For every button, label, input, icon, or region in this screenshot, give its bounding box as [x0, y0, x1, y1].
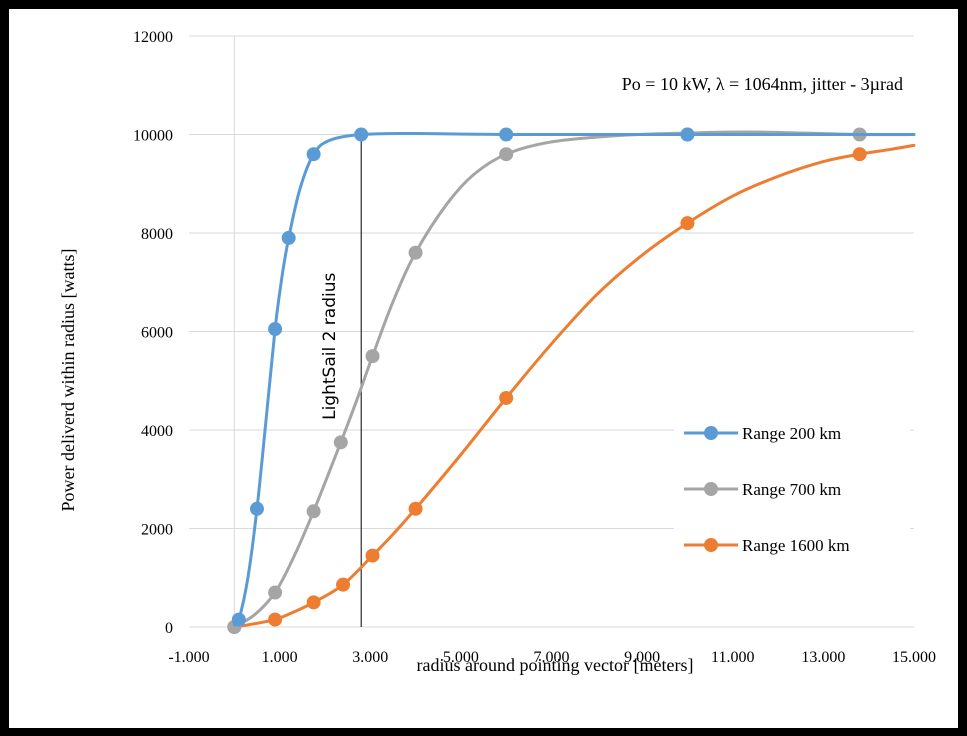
data-point	[333, 435, 348, 450]
data-point	[281, 230, 296, 245]
legend-swatch-marker	[704, 538, 718, 552]
y-tick-label: 4000	[141, 423, 173, 440]
legend-swatch-marker	[704, 482, 718, 496]
data-point	[354, 127, 369, 142]
series-line	[232, 130, 916, 629]
x-tick-label: 1.000	[262, 649, 298, 666]
data-point	[268, 612, 283, 627]
legend-entry: Range 1600 km	[684, 536, 850, 555]
legend-swatch-marker	[704, 426, 718, 440]
data-point	[499, 147, 514, 162]
data-point	[680, 216, 695, 231]
series-group	[227, 127, 916, 634]
data-point	[852, 147, 867, 162]
reference-line-group: LightSail 2 radius	[320, 134, 362, 627]
y-tick-label: 8000	[141, 226, 173, 243]
data-point	[306, 147, 321, 162]
lightsail-radius-label: LightSail 2 radius	[320, 273, 340, 420]
legend-entry: Range 700 km	[684, 480, 841, 499]
axes	[189, 36, 914, 628]
data-point	[365, 548, 380, 563]
x-tick-label: 11.000	[711, 649, 754, 666]
x-axis-title: radius around pointing vector [meters]	[417, 655, 694, 675]
x-tick-label: 9.000	[624, 649, 660, 666]
data-point	[499, 390, 514, 405]
x-tick-label: -1.000	[168, 649, 209, 666]
y-axis-title: Power deliverd within radius [watts]	[58, 249, 78, 512]
data-point	[408, 245, 423, 260]
data-point	[336, 577, 351, 592]
data-point	[680, 127, 695, 142]
y-tick-label: 10000	[133, 128, 173, 145]
data-point	[249, 501, 264, 516]
data-point	[306, 504, 321, 519]
x-tick-label: 7.000	[534, 649, 570, 666]
legend-label: Range 200 km	[742, 424, 841, 443]
series-line	[232, 132, 916, 627]
data-point	[499, 127, 514, 142]
y-tick-label: 0	[165, 620, 173, 637]
data-point	[408, 501, 423, 516]
x-tick-label: 5.000	[443, 649, 479, 666]
legend-entry: Range 200 km	[684, 424, 841, 443]
tick-labels: 0 2000 4000 6000 8000 10000 12000 -1.000 1.000 3.…	[133, 29, 936, 666]
legend-label: Range 1600 km	[742, 536, 850, 555]
legend-label: Range 700 km	[742, 480, 841, 499]
y-tick-label: 6000	[141, 325, 173, 342]
data-point	[306, 595, 321, 610]
series-group-item	[231, 127, 916, 627]
chart-annotation: Po = 10 kW, λ = 1064nm, jitter - 3µrad	[622, 74, 903, 94]
x-tick-label: 15.000	[892, 649, 936, 666]
x-tick-label: 13.000	[801, 649, 845, 666]
y-tick-label: 2000	[141, 522, 173, 539]
chart-area	[9, 9, 958, 728]
data-point	[365, 349, 380, 364]
data-point	[268, 322, 283, 337]
data-point	[268, 585, 283, 600]
gridlines	[189, 35, 914, 529]
data-point	[231, 612, 246, 627]
x-tick-label: 3.000	[352, 649, 388, 666]
y-tick-label: 12000	[133, 29, 173, 46]
legend: Range 200 km Range 700 km Range 1600 km	[674, 405, 910, 577]
